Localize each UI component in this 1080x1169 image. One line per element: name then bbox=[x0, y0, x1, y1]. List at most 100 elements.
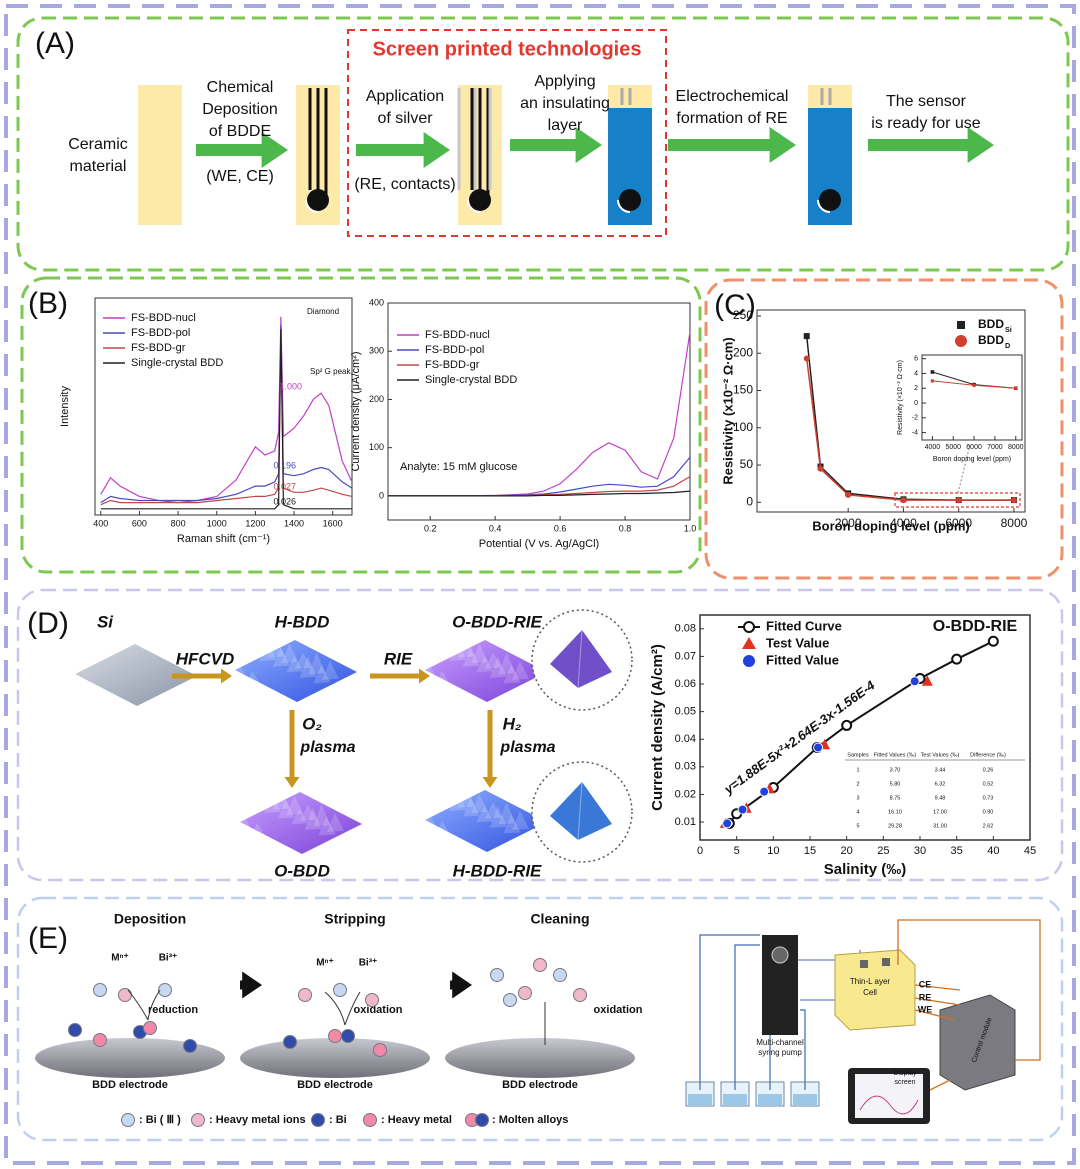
marker bbox=[817, 465, 824, 472]
surface-peak bbox=[318, 816, 336, 836]
y-tick-label: 0.05 bbox=[675, 706, 696, 718]
ion bbox=[503, 993, 517, 1007]
ion bbox=[333, 983, 347, 997]
x-axis-label: Boron doping level (ppm) bbox=[933, 456, 1011, 463]
plot-frame bbox=[94, 297, 353, 516]
table-cell: 2 bbox=[856, 781, 859, 787]
legend-label: FS-BDD-pol bbox=[425, 344, 484, 356]
table-cell: 5.80 bbox=[890, 781, 901, 787]
y-tick-label: -4 bbox=[912, 429, 918, 436]
table-header: Fitted Values (‰) bbox=[874, 752, 917, 758]
ion bbox=[158, 983, 172, 997]
surface-peak bbox=[498, 802, 516, 825]
y-axis-label: Current density (A/cm²) bbox=[649, 644, 666, 811]
arrow bbox=[668, 127, 796, 163]
arrow bbox=[510, 127, 602, 163]
marker bbox=[900, 497, 907, 504]
surface-peak bbox=[484, 652, 502, 669]
panel-border bbox=[20, 276, 702, 574]
surface-peak bbox=[272, 647, 290, 667]
surface bbox=[240, 792, 362, 854]
x-tick-label: 0.4 bbox=[489, 523, 502, 533]
y-tick-label: 100 bbox=[369, 442, 384, 452]
y-tick-label: 0.08 bbox=[675, 623, 696, 635]
ion bbox=[183, 1039, 197, 1053]
legend-label: BDD bbox=[978, 317, 1004, 331]
label: (RE, contacts) bbox=[354, 176, 455, 193]
surface-peak bbox=[489, 655, 507, 678]
surface-peak bbox=[425, 674, 443, 691]
label: The sensor bbox=[886, 93, 967, 110]
y-tick-label: 4 bbox=[914, 370, 918, 377]
panel-label: (E) bbox=[28, 922, 68, 955]
ion bbox=[490, 968, 504, 982]
label: Chemical bbox=[207, 79, 274, 96]
annotation: 0.196 bbox=[273, 460, 296, 470]
legend-label: : Bi bbox=[329, 1114, 347, 1126]
panel-label: (D) bbox=[27, 607, 69, 640]
annotation: Sp² G peak bbox=[310, 367, 351, 376]
surface-peak bbox=[281, 644, 299, 664]
series-line bbox=[100, 324, 353, 504]
surface-peak bbox=[327, 812, 345, 832]
legend-swatch bbox=[742, 637, 756, 649]
ion bbox=[553, 968, 567, 982]
surface-peak bbox=[322, 660, 340, 680]
pyramid bbox=[550, 782, 612, 840]
surface bbox=[425, 640, 547, 702]
reaction-label: reduction bbox=[148, 1004, 198, 1016]
surface-peak bbox=[244, 670, 262, 687]
legend-label: Fitted Curve bbox=[766, 618, 842, 633]
electrode-label: BDD electrode bbox=[297, 1079, 373, 1091]
reference-electrode bbox=[305, 199, 319, 213]
table-cell: 0.73 bbox=[983, 795, 994, 801]
x-tick-label: 600 bbox=[132, 518, 147, 528]
label: Applying bbox=[534, 73, 595, 90]
x-tick-label: 0.6 bbox=[554, 523, 567, 533]
ion bbox=[283, 1035, 297, 1049]
table-cell: 5 bbox=[856, 823, 859, 829]
table-cell: 8.75 bbox=[890, 795, 901, 801]
wire bbox=[897, 919, 1041, 1091]
x-tick-label: 400 bbox=[93, 518, 108, 528]
panel-border bbox=[704, 278, 1064, 580]
working-electrode bbox=[469, 189, 491, 211]
surface-peak bbox=[299, 655, 317, 678]
legend-label: FS-BDD-nucl bbox=[131, 312, 196, 324]
ion-label: Mⁿ⁺ bbox=[316, 958, 334, 969]
arrow bbox=[172, 668, 232, 684]
surface-peak bbox=[420, 812, 438, 832]
table-cell: 0.90 bbox=[983, 809, 994, 815]
table-cell: 16.10 bbox=[888, 809, 902, 815]
series-line bbox=[805, 358, 1014, 501]
ion bbox=[475, 1113, 489, 1127]
surface-peak bbox=[484, 802, 502, 819]
y-tick-label: 6 bbox=[914, 356, 918, 363]
port bbox=[882, 958, 890, 966]
surface bbox=[75, 644, 197, 706]
equation: y=1.88E-5x²+2.64E-3x-1.56E-4 bbox=[720, 677, 878, 797]
surface-peak bbox=[249, 822, 267, 839]
y-tick-label: 0.01 bbox=[675, 816, 696, 828]
marker bbox=[930, 370, 935, 374]
arrow bbox=[868, 127, 994, 163]
path-arrow bbox=[324, 991, 361, 1026]
annotation: 1.000 bbox=[279, 381, 302, 391]
y-tick-label: 0 bbox=[746, 494, 753, 508]
x-tick-label: 4000 bbox=[890, 516, 917, 530]
y-tick-label: 0 bbox=[914, 400, 918, 407]
ion bbox=[93, 983, 107, 997]
y-tick-label: 400 bbox=[369, 297, 384, 307]
marker bbox=[722, 818, 733, 829]
marker bbox=[909, 676, 920, 687]
panel-label: (C) bbox=[714, 289, 756, 322]
y-tick-label: 0.03 bbox=[675, 761, 696, 773]
solution bbox=[793, 1094, 817, 1105]
stage-title: Stripping bbox=[324, 911, 385, 927]
y-axis-label: Current density (μA/cm²) bbox=[350, 351, 362, 471]
surface-peak bbox=[230, 662, 248, 682]
step-label: H-BDD bbox=[275, 612, 330, 631]
ion-label: Bi³⁺ bbox=[159, 953, 178, 964]
x-tick-label: 40 bbox=[987, 845, 999, 857]
legend-label: BDD bbox=[978, 333, 1004, 347]
